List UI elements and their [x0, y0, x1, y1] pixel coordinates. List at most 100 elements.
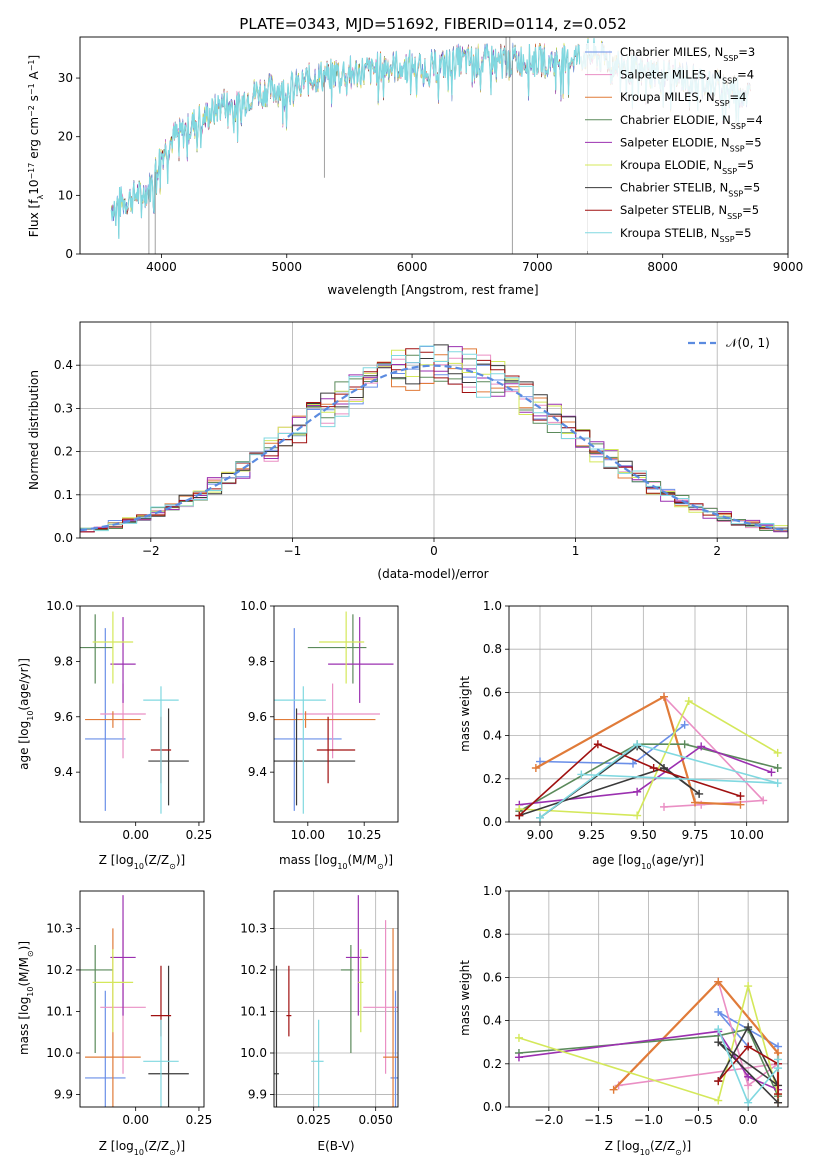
- label-part: SSP: [727, 212, 742, 221]
- ssp-marker: [773, 779, 782, 788]
- label-part: −1: [27, 59, 36, 71]
- label-part: )]: [682, 1139, 691, 1153]
- label-part: ]: [27, 55, 41, 60]
- label-part: =4: [746, 113, 763, 127]
- label-part: =5: [735, 226, 752, 240]
- ticks: 10.00 10.25 9.4 9.6 9.8 10.0: [240, 599, 381, 842]
- ticks: 0.025 0.050 9.9 10.0 10.1 10.2 10.3: [240, 891, 398, 1127]
- x-tick-label: 7000: [522, 260, 553, 274]
- x-tick-label: −1: [284, 544, 302, 558]
- ssp-line: [518, 743, 778, 812]
- x-tick-label: −1.0: [634, 1113, 663, 1127]
- label-part: SSP: [730, 144, 745, 153]
- y-tick-label: 0.0: [54, 531, 73, 545]
- label-part: 10: [134, 1148, 144, 1157]
- ssp-marker: [577, 770, 586, 779]
- x-axis-label: Z [log10(Z/Z⊙)]: [99, 853, 185, 871]
- label-part: 10: [640, 1148, 650, 1157]
- ssp-marker: [680, 740, 689, 749]
- label-part: =4: [737, 68, 754, 82]
- ssp-marker: [633, 787, 642, 796]
- spectrum-axes: [79, 36, 789, 255]
- label-part: ⊙: [169, 1148, 176, 1157]
- y-tick-label: 0.6: [483, 970, 502, 984]
- y-tick-label: 0.4: [483, 729, 502, 743]
- x-axis-label: age [log10(age/yr)]: [592, 853, 704, 871]
- label-part: age [log: [17, 721, 31, 770]
- error-bars: [80, 895, 189, 1107]
- x-tick-label: 2: [713, 544, 721, 558]
- label-part: Chabrier MILES, N: [620, 45, 723, 59]
- ssp-marker: [514, 1033, 523, 1042]
- legend-entry: Chabrier MILES, NSSP=3: [620, 45, 755, 63]
- legend-entry: Chabrier STELIB, NSSP=5: [620, 181, 760, 199]
- ssp-line: [717, 1028, 779, 1105]
- label-part: Z [log: [605, 1139, 640, 1153]
- axes-frame: [79, 890, 205, 1108]
- ticks: −2 −1 0 1 2 0.0 0.1 0.2 0.3 0.4: [54, 322, 788, 558]
- y-axis-label: Flux [fλ10−17 erg cm−2 s−1 A−1]: [27, 55, 45, 237]
- x-tick-label: 0.00: [122, 1113, 149, 1127]
- label-part: SSP: [728, 189, 743, 198]
- ssp-marker: [593, 740, 602, 749]
- ssp-marker: [744, 1072, 753, 1081]
- y-tick-label: 0.2: [483, 1057, 502, 1071]
- y-tick-label: 10.0: [46, 1046, 73, 1060]
- axes-frame: [273, 890, 399, 1108]
- ssp-marker: [774, 1090, 783, 1099]
- y-tick-label: 9.6: [54, 710, 73, 724]
- ssp-marker: [695, 789, 704, 798]
- label-part: s: [27, 95, 41, 105]
- x-tick-label: 9.25: [578, 828, 605, 842]
- y-tick-label: 0.4: [54, 358, 73, 372]
- ssp-marker: [744, 1023, 753, 1032]
- label-part: =5: [745, 135, 762, 149]
- ssp-marker: [714, 1025, 723, 1034]
- label-part: Kroupa MILES, N: [620, 90, 715, 104]
- ssp-marker: [536, 813, 544, 822]
- legend-entry: Kroupa ELODIE, NSSP=5: [620, 158, 754, 176]
- ssp-marker: [714, 977, 723, 986]
- label-part: SSP: [723, 54, 738, 63]
- y-tick-label: 0.6: [483, 685, 502, 699]
- x-tick-label: 0.25: [186, 1113, 213, 1127]
- x-tick-label: 10.25: [347, 828, 381, 842]
- y-tick-label: 0.2: [54, 445, 73, 459]
- label-part: SSP: [720, 234, 735, 243]
- y-tick-label: 30: [58, 71, 73, 85]
- ssp-line: [663, 696, 765, 808]
- label-part: Z [log: [99, 853, 134, 867]
- ssp-marker: [744, 1081, 753, 1090]
- ssp-marker: [629, 759, 637, 768]
- ticks: 0.00 0.25 9.4 9.6 9.8 10.0: [46, 599, 212, 842]
- y-tick-label: 10: [58, 188, 73, 202]
- label-part: (Z/Z: [144, 1139, 169, 1153]
- label-part: 10: [26, 986, 35, 996]
- label-part: )]: [176, 853, 185, 867]
- normal-curve: [80, 364, 788, 532]
- ssp-marker: [774, 1098, 783, 1107]
- y-tick-label: 0.0: [483, 1100, 502, 1114]
- label-part: SSP: [731, 121, 746, 130]
- ssp-marker: [684, 697, 693, 706]
- label-part: Flux [f: [27, 199, 41, 237]
- ssp-marker: [633, 740, 642, 749]
- ssp-marker: [773, 764, 782, 772]
- y-tick-label: 0: [65, 247, 73, 261]
- ssp-marker: [609, 1085, 618, 1094]
- ssp-marker: [714, 1077, 723, 1086]
- histograms: [80, 344, 788, 535]
- ssp-lines: [515, 692, 782, 822]
- y-tick-label: 1.0: [483, 599, 502, 613]
- label-part: Salpeter ELODIE, N: [620, 135, 730, 149]
- x-tick-label: 8000: [647, 260, 678, 274]
- label-part: ⊙: [377, 862, 384, 871]
- y-tick-label: 0.2: [483, 772, 502, 786]
- error-bars: [80, 611, 189, 814]
- label-part: SSP: [722, 167, 737, 176]
- y-tick-label: 9.4: [248, 765, 267, 779]
- label-part: 10: [27, 180, 41, 195]
- label-part: λ: [36, 195, 45, 200]
- y-tick-label: 9.4: [54, 765, 73, 779]
